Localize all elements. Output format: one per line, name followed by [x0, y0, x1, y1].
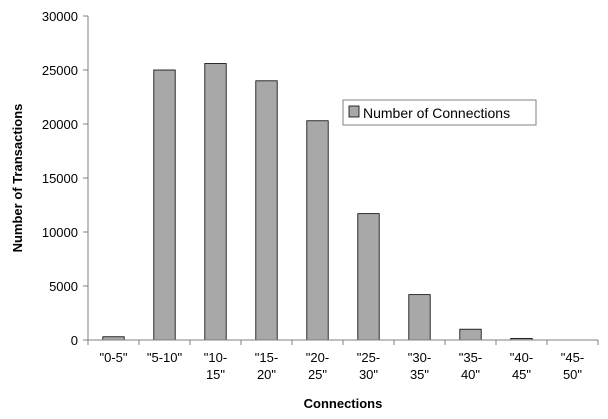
y-tick-label: 15000	[42, 171, 78, 186]
x-tick-label: 25"	[308, 367, 327, 382]
x-ticks: "0-5" "5-10" "10- 15" "15- 20" "20- 25" "25- 30" "…	[87, 340, 599, 382]
legend-box	[342, 99, 537, 126]
x-tick-label: "5-10"	[147, 350, 183, 365]
y-tick-label: 0	[71, 333, 78, 348]
legend: Number of Connections	[342, 99, 537, 126]
x-tick-label: "45-	[561, 350, 584, 365]
bar	[204, 63, 227, 341]
y-tick-label: 10000	[42, 225, 78, 240]
y-ticks: 0 5000 10000 15000 20000 25000 30000	[42, 9, 88, 348]
x-axis-title: Connections	[304, 396, 383, 411]
bar	[357, 213, 380, 341]
x-tick-label: "35-	[459, 350, 482, 365]
legend-swatch	[348, 105, 360, 118]
x-tick-label: 20"	[257, 367, 276, 382]
x-tick-label: "40-	[510, 350, 533, 365]
legend-label: Number of Connections	[363, 105, 510, 121]
x-tick-label: "15-	[255, 350, 278, 365]
bar	[459, 328, 482, 341]
x-tick-label: 45"	[512, 367, 531, 382]
x-tick-label: "20-	[306, 350, 329, 365]
y-tick-label: 25000	[42, 63, 78, 78]
x-tick-label: 30"	[359, 367, 378, 382]
bar	[408, 294, 431, 341]
x-tick-label: "25-	[357, 350, 380, 365]
x-tick-label: 40"	[461, 367, 480, 382]
bar	[255, 80, 278, 341]
y-axis-title: Number of Transactions	[10, 104, 25, 253]
y-tick-label: 5000	[49, 279, 78, 294]
bars-layer	[102, 63, 533, 341]
x-tick-label: "30-	[408, 350, 431, 365]
bar	[306, 120, 329, 341]
y-tick-label: 30000	[42, 9, 78, 24]
x-tick-label: "0-5"	[99, 350, 127, 365]
x-tick-label: 35"	[410, 367, 429, 382]
x-tick-label: 15"	[206, 367, 225, 382]
x-tick-label: 50"	[563, 367, 582, 382]
x-tick-label: "10-	[204, 350, 227, 365]
y-tick-label: 20000	[42, 117, 78, 132]
bar	[153, 69, 176, 341]
